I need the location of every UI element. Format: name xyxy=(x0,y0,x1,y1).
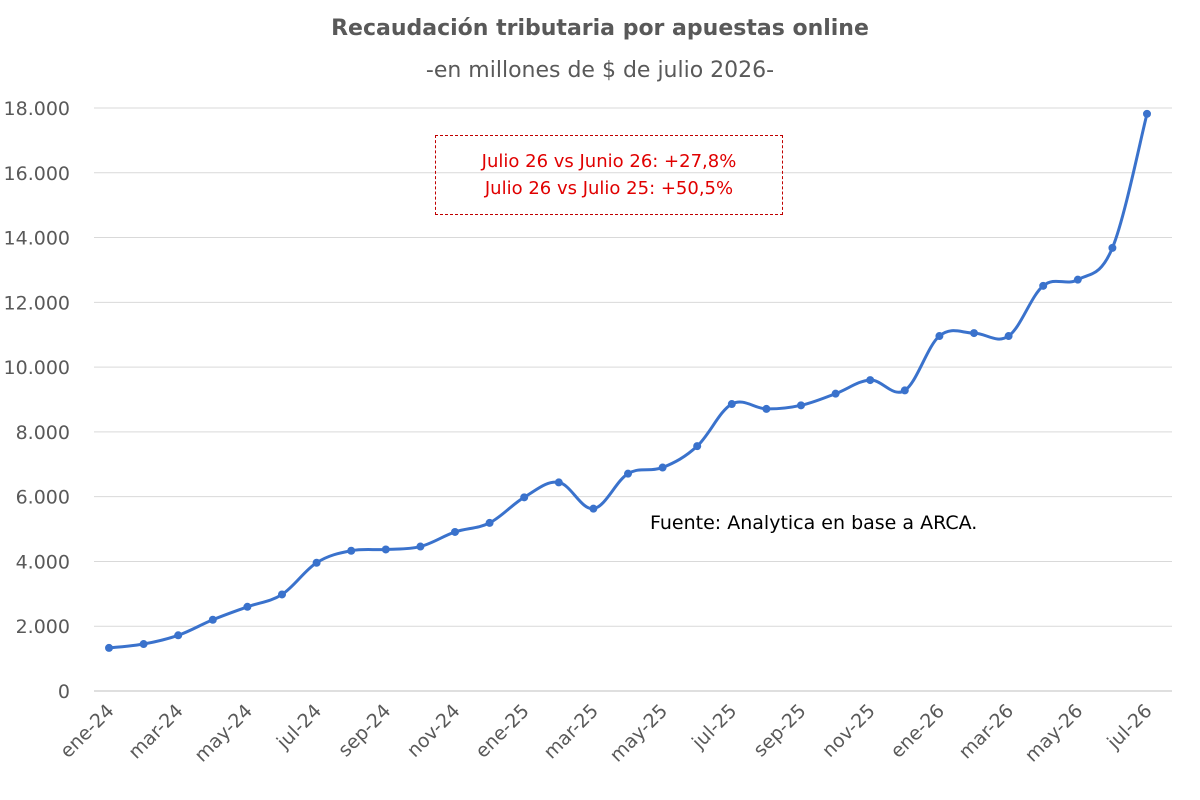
data-point xyxy=(174,631,183,640)
data-point xyxy=(866,376,875,385)
data-point xyxy=(485,518,494,527)
y-axis-tick-labels: 0 2.000 4.000 6.000 8.000 10.000 12.000 14.000 1… xyxy=(4,98,70,703)
data-point xyxy=(208,615,217,624)
data-point xyxy=(520,493,529,502)
data-point xyxy=(797,401,805,410)
y-tick-label: 0 xyxy=(58,681,70,703)
x-tick-label: jul-25 xyxy=(687,700,741,754)
data-point xyxy=(970,329,978,338)
y-tick-label: 6.000 xyxy=(16,487,70,509)
data-point xyxy=(624,469,632,478)
annotation-month-over-month: Julio 26 vs Junio 26: +27,8% xyxy=(481,151,737,172)
gridlines xyxy=(94,107,1172,692)
data-point xyxy=(900,386,909,395)
y-tick-label: 18.000 xyxy=(4,98,70,120)
x-tick-label: mar-24 xyxy=(124,700,187,763)
x-tick-label: sep-24 xyxy=(334,700,395,761)
data-point xyxy=(105,643,113,652)
data-points xyxy=(105,109,1151,652)
data-point xyxy=(658,463,667,472)
data-point xyxy=(139,640,148,649)
x-tick-label: ene-24 xyxy=(56,700,119,763)
x-tick-label: mar-26 xyxy=(955,700,1018,763)
data-point xyxy=(1004,332,1013,341)
source-note: Fuente: Analytica en base a ARCA. xyxy=(650,512,978,534)
x-tick-label: ene-26 xyxy=(886,700,949,763)
data-point xyxy=(451,527,459,536)
data-point xyxy=(416,542,425,551)
data-point xyxy=(935,332,944,341)
data-point xyxy=(278,590,286,599)
annotation-year-over-year: Julio 26 vs Julio 25: +50,5% xyxy=(484,178,734,199)
x-tick-label: nov-25 xyxy=(818,700,880,762)
data-point xyxy=(589,504,598,513)
data-point xyxy=(381,545,390,554)
y-tick-label: 4.000 xyxy=(16,551,70,573)
data-point xyxy=(831,389,840,398)
data-point xyxy=(1108,243,1117,252)
x-tick-label: sep-25 xyxy=(749,700,810,761)
y-tick-label: 14.000 xyxy=(4,228,70,250)
annotation-box: Julio 26 vs Junio 26: +27,8% Julio 26 vs… xyxy=(435,135,783,215)
y-tick-label: 12.000 xyxy=(4,292,70,314)
x-axis-tick-labels: ene-24 mar-24 may-24 jul-24 sep-24 nov-24 ene-… xyxy=(56,700,1157,767)
x-tick-label: may-25 xyxy=(606,700,673,767)
data-point xyxy=(243,602,252,611)
y-tick-label: 8.000 xyxy=(16,422,70,444)
data-point xyxy=(312,558,321,567)
x-tick-label: jul-24 xyxy=(272,700,326,754)
data-point xyxy=(693,442,702,451)
data-point xyxy=(554,478,563,487)
data-point xyxy=(762,404,771,413)
x-tick-label: may-26 xyxy=(1021,700,1088,767)
data-point xyxy=(727,400,736,409)
data-point xyxy=(347,546,356,555)
y-tick-label: 2.000 xyxy=(16,616,70,638)
data-point xyxy=(1073,275,1082,284)
x-tick-label: jul-26 xyxy=(1102,700,1156,754)
data-point xyxy=(1039,281,1048,290)
y-tick-label: 10.000 xyxy=(4,357,70,379)
y-tick-label: 16.000 xyxy=(4,163,70,185)
x-tick-label: ene-25 xyxy=(471,700,534,763)
data-point xyxy=(1143,109,1151,118)
x-tick-label: mar-25 xyxy=(539,700,602,763)
x-tick-label: may-24 xyxy=(190,700,257,767)
x-tick-label: nov-24 xyxy=(403,700,465,762)
chart-title: Recaudación tributaria por apuestas onli… xyxy=(331,16,869,41)
chart-subtitle: -en millones de $ de julio 2026- xyxy=(425,58,775,83)
